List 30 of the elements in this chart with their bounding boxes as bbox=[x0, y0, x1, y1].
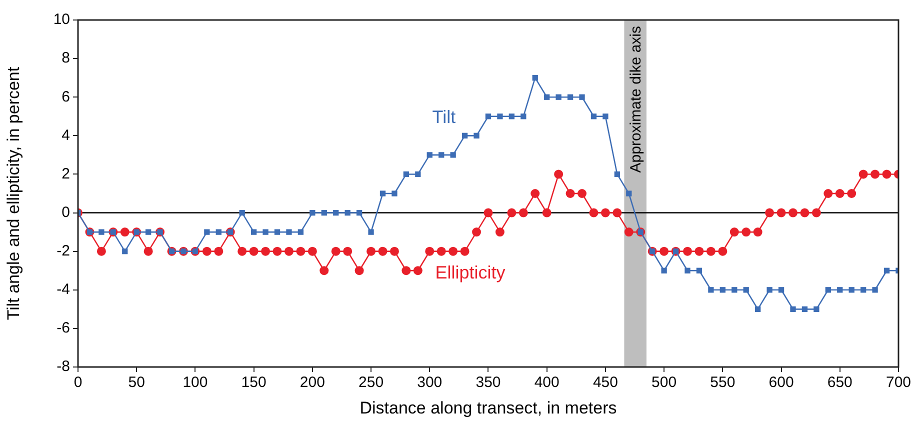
y-tick-label: 2 bbox=[62, 165, 70, 182]
x-tick-label: 350 bbox=[476, 374, 501, 392]
y-tick-label: -2 bbox=[56, 242, 70, 260]
x-tick-label: 500 bbox=[652, 374, 677, 392]
y-tick-label: 6 bbox=[62, 88, 70, 106]
x-tick-label: 650 bbox=[827, 374, 852, 392]
series-label: Tilt bbox=[432, 107, 456, 128]
y-axis-title: Tilt angle and ellipticity, in percent bbox=[4, 66, 23, 320]
x-tick-label: 50 bbox=[128, 374, 145, 392]
y-tick-label: -8 bbox=[56, 358, 70, 376]
series-label: Ellipticity bbox=[435, 262, 506, 282]
x-tick-label: 250 bbox=[358, 374, 384, 392]
x-tick-label: 200 bbox=[300, 374, 325, 392]
y-tick-label: 4 bbox=[62, 126, 70, 144]
x-tick-label: 700 bbox=[886, 374, 911, 392]
y-tick-label: -6 bbox=[56, 320, 70, 337]
x-tick-label: 600 bbox=[768, 374, 794, 392]
y-tick-label: 0 bbox=[62, 204, 70, 221]
x-tick-label: 400 bbox=[534, 374, 560, 392]
x-axis-title: Distance along transect, in meters bbox=[360, 398, 617, 418]
x-tick-label: 100 bbox=[182, 374, 208, 392]
x-tick-label: 300 bbox=[417, 374, 442, 392]
y-tick-label: 8 bbox=[62, 50, 70, 67]
y-tick-label: 10 bbox=[53, 11, 70, 28]
x-tick-label: 0 bbox=[74, 374, 82, 392]
x-tick-label: 150 bbox=[241, 374, 266, 392]
band-label: Approximate dike axis bbox=[627, 26, 644, 173]
x-tick-label: 550 bbox=[710, 374, 736, 392]
y-tick-label: -4 bbox=[56, 281, 70, 298]
x-tick-label: 450 bbox=[592, 374, 618, 392]
